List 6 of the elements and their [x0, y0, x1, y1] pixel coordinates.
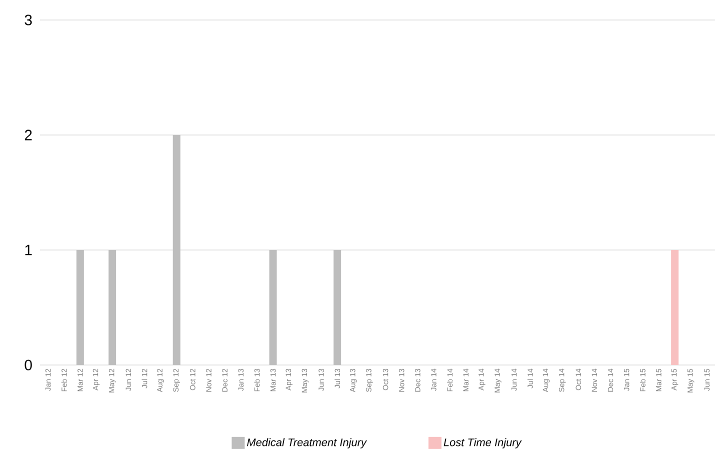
y-tick-label: 0 [24, 360, 32, 370]
legend-label: Lost Time Injury [444, 438, 522, 448]
y-tick-label: 3 [24, 14, 32, 26]
legend-label: Medical Treatment Injury [247, 438, 367, 448]
y-tick-label: 2 [24, 130, 32, 140]
y-tick-label: 1 [25, 244, 32, 256]
